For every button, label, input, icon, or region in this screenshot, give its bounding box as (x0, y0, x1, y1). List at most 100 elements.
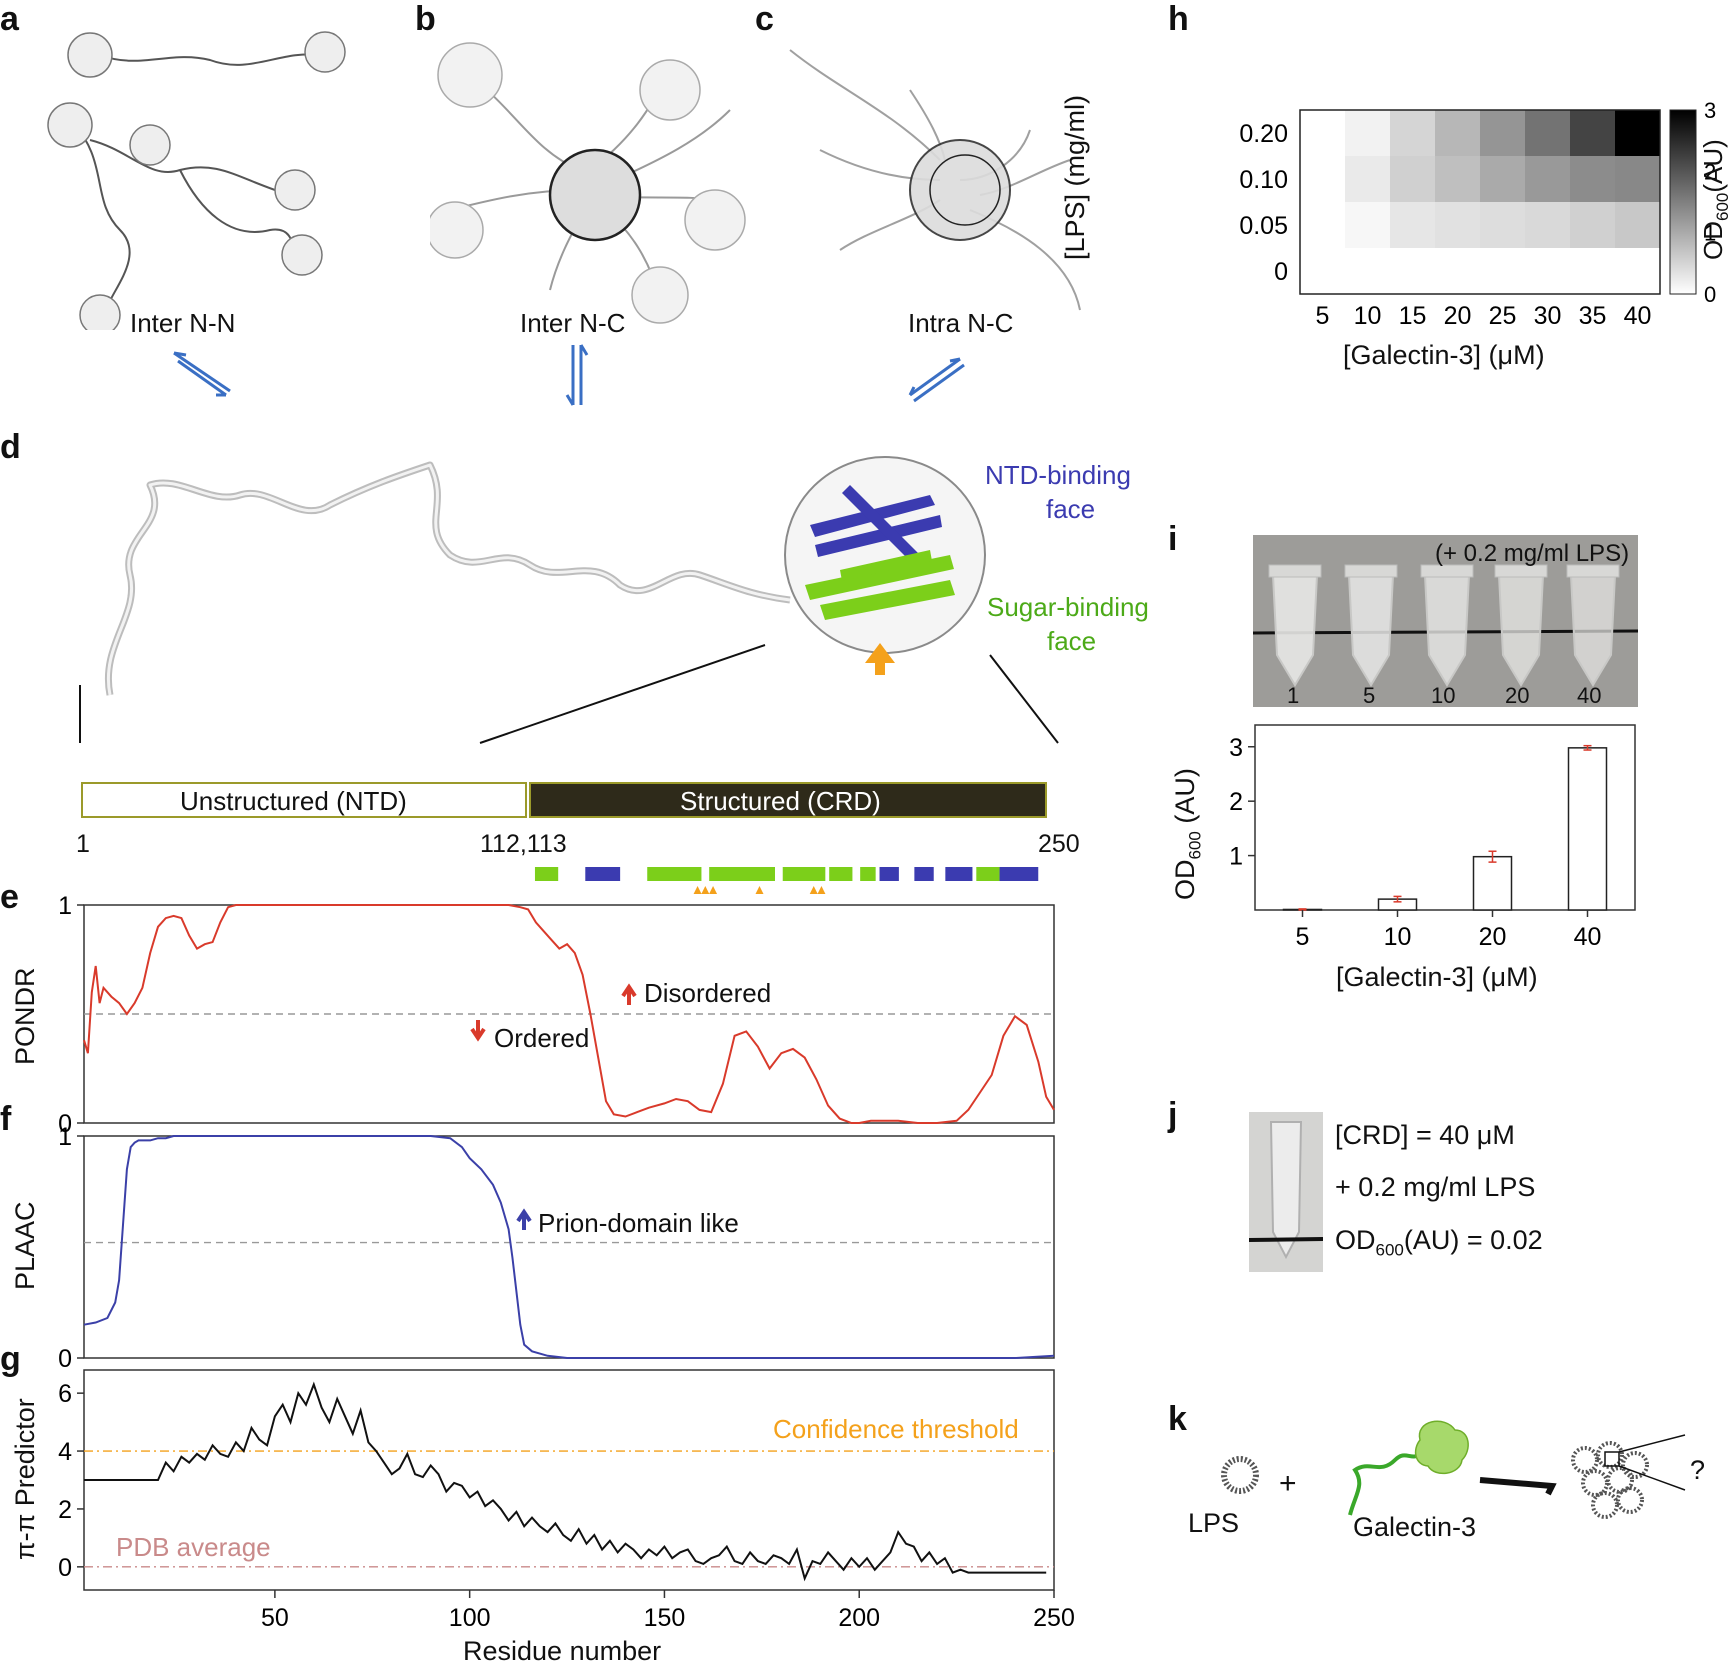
prion-label: Prion-domain like (538, 1208, 739, 1238)
tube-cap (1566, 564, 1620, 578)
ntd-bar (81, 782, 527, 818)
panel-label-a: a (0, 0, 19, 38)
heatmap-cell (1525, 202, 1571, 249)
heatmap-cell (1300, 248, 1346, 295)
blue-segment (879, 867, 899, 881)
green-segment (709, 867, 775, 881)
plaac-ylabel: PLAAC (10, 1201, 40, 1290)
y-tick-label: 1 (58, 1123, 72, 1151)
x-tick-label: 40 (1574, 923, 1602, 951)
heatmap-cell (1615, 156, 1661, 203)
sugar-face-label-2: face (1047, 626, 1097, 656)
plot-frame (83, 1135, 1055, 1359)
x-tick-label: 200 (838, 1604, 880, 1632)
heatmap-cells (1300, 110, 1661, 295)
blue-segment (585, 867, 621, 881)
blue-segment (999, 867, 1039, 881)
triangle-mark (701, 886, 710, 894)
tube-label: 40 (1577, 683, 1602, 708)
triangle-mark (817, 886, 826, 894)
y-tick-label: 3 (1229, 734, 1243, 762)
panel-d-structure (79, 456, 1059, 744)
heatmap-x-label: 40 (1624, 302, 1652, 330)
ntd-face-label: NTD-binding (985, 460, 1131, 490)
tube-cap (1420, 564, 1474, 578)
heatmap-cell (1300, 202, 1346, 249)
heatmap-cell (1525, 248, 1571, 295)
heatmap-x-label: 5 (1316, 302, 1330, 330)
heatmap-frame (1299, 109, 1661, 295)
heatmap-x-label: 15 (1399, 302, 1427, 330)
green-segment (534, 867, 559, 881)
x-tick-label: 100 (449, 1604, 491, 1632)
bar-xlabel: [Galectin-3] (μM) (1336, 962, 1538, 992)
y-tick-label: 0 (58, 1345, 72, 1373)
heatmap-cell (1435, 248, 1481, 295)
panel-j-tube-photo (1249, 1112, 1323, 1272)
x-tick-label: 20 (1479, 923, 1507, 951)
x-tick-label: 150 (644, 1604, 686, 1632)
crd-bar (529, 782, 1047, 818)
panel-label-e: e (0, 878, 19, 916)
y-tick-label: 2 (58, 1496, 72, 1524)
panel-label-k: k (1168, 1400, 1187, 1438)
confidence-label: Confidence threshold (773, 1414, 1019, 1444)
heatmap-cell (1390, 248, 1436, 295)
tube-cap (1494, 564, 1548, 578)
heatmap-cell (1480, 156, 1526, 203)
ntd-bar-label: Unstructured (NTD) (180, 786, 407, 816)
triangle-mark (709, 886, 718, 894)
panel-k-schematic (1221, 1420, 1686, 1519)
colorbar-tick-label: 3 (1704, 98, 1716, 123)
panel-b-structure (430, 42, 746, 324)
plus-sign: + (1279, 1467, 1297, 1500)
heatmap-cell (1345, 156, 1391, 203)
pipi-xlabel: Residue number (463, 1636, 662, 1666)
colorbar-tick-label: 1 (1704, 221, 1716, 246)
heatmap-y-label: 0.10 (1239, 166, 1288, 194)
heatmap-cell (1435, 156, 1481, 203)
tube-label: 1 (1287, 683, 1300, 708)
equilibrium-arrow-a (173, 351, 231, 397)
disordered-label: Disordered (644, 978, 772, 1008)
aggregate-icon (1571, 1441, 1649, 1519)
ordered-label: Ordered (494, 1023, 590, 1053)
heatmap-cell (1480, 202, 1526, 249)
photo-caption: (+ 0.2 mg/ml LPS) (1435, 540, 1630, 567)
equilibrium-arrow-b (565, 344, 589, 406)
tick-1: 1 (76, 830, 90, 858)
panel-j-line-3: OD600(AU) = 0.02 (1335, 1225, 1543, 1260)
heatmap-x-label: 35 (1579, 302, 1607, 330)
tube-label: 10 (1431, 683, 1456, 708)
heatmap-cell (1525, 156, 1571, 203)
crd-domain (784, 456, 986, 654)
colorbar-tick-label: 0 (1704, 282, 1716, 307)
panel-c-label: Intra N-C (908, 308, 1014, 338)
y-tick-label: 0 (58, 1554, 72, 1582)
y-tick-label: 1 (58, 892, 72, 920)
panel-i-photo (1253, 535, 1638, 707)
bar-frame (1254, 724, 1636, 911)
bar-ylabel: OD600 (AU) (1170, 768, 1205, 900)
galectin-label: Galectin-3 (1353, 1512, 1477, 1542)
heatmap-cell (1570, 156, 1616, 203)
heatmap-cell (1615, 248, 1661, 295)
sugar-binding-face (805, 550, 955, 620)
ntd-tail (104, 461, 791, 696)
y-tick-label: 2 (1229, 788, 1243, 816)
tube-label: 20 (1505, 683, 1530, 708)
pipi-chart: 0 2 4 6 50 100 150 200 250 (58, 1369, 1075, 1632)
series-line (83, 904, 1055, 1124)
galectin-icon (1348, 1453, 1421, 1516)
tube-cap (1344, 564, 1398, 578)
y-tick-label: 1 (1229, 843, 1243, 871)
sugar-face-label: Sugar-binding (987, 592, 1149, 622)
blue-segment (914, 867, 934, 881)
heatmap-x-tick-labels: 5 10 15 20 25 30 35 40 (1316, 302, 1652, 330)
heatmap-cell (1345, 110, 1391, 157)
heatmap-cell (1345, 202, 1391, 249)
tube-cap (1268, 564, 1322, 578)
green-segment (976, 867, 1000, 881)
heatmap-y-label: 0 (1274, 258, 1288, 286)
